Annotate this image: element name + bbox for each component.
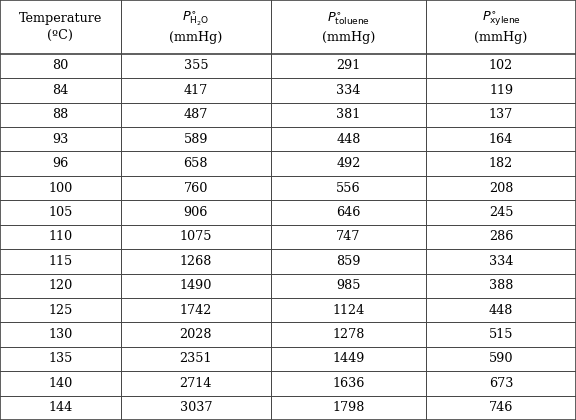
Text: 120: 120 [48, 279, 73, 292]
Text: 590: 590 [489, 352, 513, 365]
Text: 747: 747 [336, 231, 361, 243]
Text: 746: 746 [489, 401, 513, 414]
Text: 208: 208 [489, 181, 513, 194]
Text: 135: 135 [48, 352, 73, 365]
Text: 859: 859 [336, 255, 361, 268]
Text: 102: 102 [489, 60, 513, 73]
Text: 492: 492 [336, 157, 361, 170]
Text: 245: 245 [489, 206, 513, 219]
Text: 515: 515 [489, 328, 513, 341]
Text: 144: 144 [48, 401, 73, 414]
Text: 334: 334 [489, 255, 513, 268]
Text: 80: 80 [52, 60, 69, 73]
Text: 448: 448 [489, 304, 513, 317]
Text: 125: 125 [48, 304, 73, 317]
Text: 119: 119 [489, 84, 513, 97]
Text: 2351: 2351 [180, 352, 212, 365]
Text: 88: 88 [52, 108, 69, 121]
Text: 164: 164 [489, 133, 513, 146]
Text: 388: 388 [489, 279, 513, 292]
Text: 3037: 3037 [180, 401, 212, 414]
Text: 556: 556 [336, 181, 361, 194]
Text: 355: 355 [184, 60, 208, 73]
Text: 1490: 1490 [180, 279, 212, 292]
Text: 2714: 2714 [180, 377, 212, 390]
Text: 1636: 1636 [332, 377, 365, 390]
Text: 291: 291 [336, 60, 361, 73]
Text: $P^{\circ}_{\mathrm{xylene}}$
(mmHg): $P^{\circ}_{\mathrm{xylene}}$ (mmHg) [475, 9, 528, 45]
Text: 1075: 1075 [180, 231, 212, 243]
Text: 658: 658 [184, 157, 208, 170]
Text: 286: 286 [489, 231, 513, 243]
Text: $P^{\circ}_{\mathrm{toluene}}$
(mmHg): $P^{\circ}_{\mathrm{toluene}}$ (mmHg) [322, 10, 375, 44]
Text: 1278: 1278 [332, 328, 365, 341]
Text: 1798: 1798 [332, 401, 365, 414]
Text: 84: 84 [52, 84, 69, 97]
Text: 130: 130 [48, 328, 73, 341]
Text: 1742: 1742 [180, 304, 212, 317]
Text: 137: 137 [489, 108, 513, 121]
Text: 417: 417 [184, 84, 208, 97]
Text: 96: 96 [52, 157, 69, 170]
Text: 2028: 2028 [180, 328, 212, 341]
Text: 906: 906 [184, 206, 208, 219]
Text: 985: 985 [336, 279, 361, 292]
Text: 1268: 1268 [180, 255, 212, 268]
Text: 448: 448 [336, 133, 361, 146]
Text: 589: 589 [184, 133, 208, 146]
Text: $P^{\circ}_{\mathrm{H_{2}O}}$
(mmHg): $P^{\circ}_{\mathrm{H_{2}O}}$ (mmHg) [169, 10, 222, 44]
Text: 115: 115 [48, 255, 73, 268]
Text: 334: 334 [336, 84, 361, 97]
Text: 673: 673 [489, 377, 513, 390]
Text: 1449: 1449 [332, 352, 365, 365]
Text: 381: 381 [336, 108, 361, 121]
Text: 110: 110 [48, 231, 73, 243]
Text: 140: 140 [48, 377, 73, 390]
Text: 646: 646 [336, 206, 361, 219]
Text: 93: 93 [52, 133, 69, 146]
Text: 182: 182 [489, 157, 513, 170]
Text: Temperature
(ºC): Temperature (ºC) [19, 12, 102, 42]
Text: 487: 487 [184, 108, 208, 121]
Text: 760: 760 [184, 181, 208, 194]
Text: 1124: 1124 [332, 304, 365, 317]
Text: 105: 105 [48, 206, 73, 219]
Text: 100: 100 [48, 181, 73, 194]
